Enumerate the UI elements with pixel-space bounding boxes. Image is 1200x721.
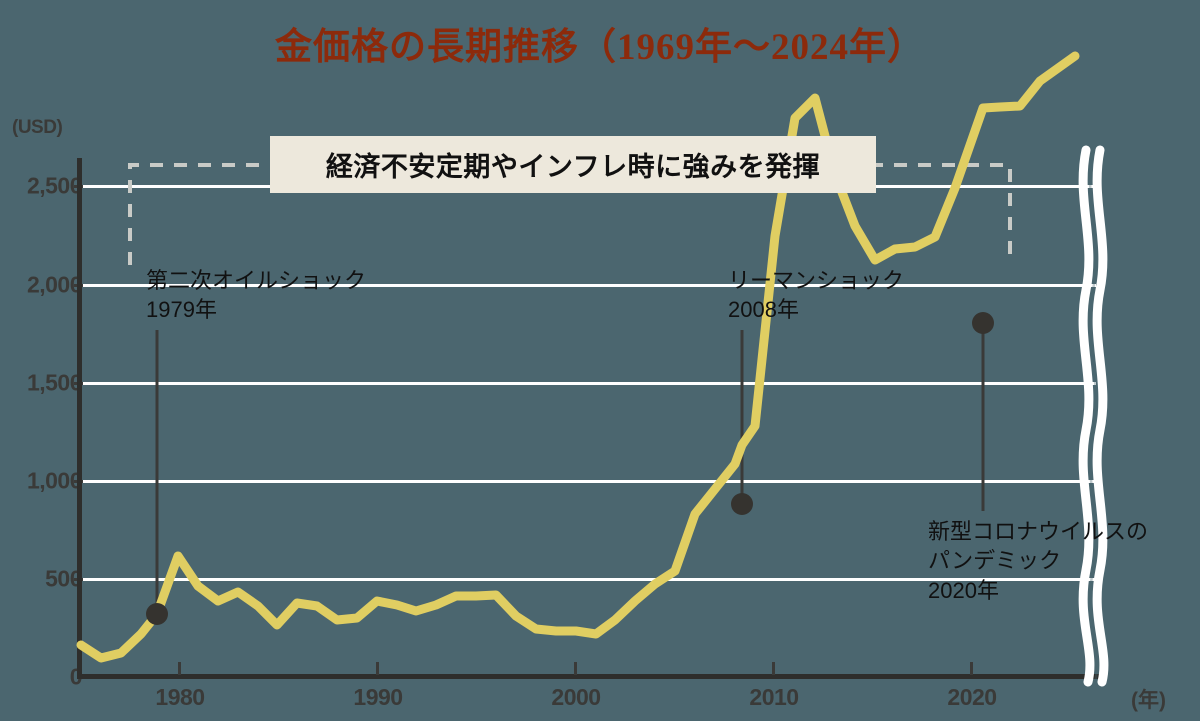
x-tickmark-2020 — [970, 662, 973, 675]
gridline-2000 — [82, 284, 1096, 287]
x-axis-line — [77, 674, 1099, 679]
period-callout-box: 経済不安定期やインフレ時に強みを発揮 — [270, 136, 876, 193]
annotation-covid-line2: パンデミック — [928, 548, 1062, 574]
x-tick-label-1990: 1990 — [353, 684, 403, 710]
x-tickmark-2010 — [772, 662, 775, 675]
x-axis-unit-label: (年) — [1131, 689, 1166, 712]
annotation-lehman-shock-line2: 2008年 — [728, 296, 799, 322]
period-callout-text: 経済不安定期やインフレ時に強みを発揮 — [325, 152, 821, 182]
marker-oil-shock — [146, 603, 168, 625]
annotation-covid-line1: 新型コロナウイルスの — [928, 519, 1149, 544]
y-axis-unit-label: (USD) — [12, 117, 63, 138]
x-tick-label-2020: 2020 — [947, 684, 997, 710]
marker-covid-pandemic — [972, 312, 994, 334]
y-tick-label-2000: 2,000 — [26, 271, 83, 298]
x-tickmark-1990 — [376, 662, 379, 675]
x-tick-label-2000: 2000 — [551, 684, 601, 710]
gridline-1500 — [82, 382, 1096, 385]
x-tickmark-2000 — [574, 662, 577, 675]
axis-break-wavy-band — [1078, 145, 1109, 687]
y-tick-label-1500: 1,500 — [26, 369, 83, 396]
x-tickmark-1980 — [178, 662, 181, 675]
y-axis-line — [77, 158, 82, 678]
annotation-covid-pandemic: 新型コロナウイルスの パンデミック 2020年 — [928, 517, 1148, 605]
y-tick-label-1000: 1,000 — [26, 467, 83, 494]
page-title: 金価格の長期推移（1969年〜2024年） — [275, 27, 925, 68]
y-tick-label-500: 500 — [45, 565, 82, 592]
annotation-oil-shock: 第二次オイルショック 1979年 — [146, 267, 366, 324]
y-tick-label-2500: 2,500 — [26, 172, 83, 199]
marker-lehman-shock — [731, 493, 753, 515]
x-tick-label-1980: 1980 — [155, 684, 205, 710]
gold-price-line — [76, 51, 1080, 663]
gridline-1000 — [82, 480, 1096, 483]
gridline-500 — [82, 578, 1096, 581]
x-tick-label-2010: 2010 — [749, 684, 799, 710]
annotation-lehman-shock-line1: リーマンショック — [728, 268, 905, 293]
annotation-lehman-shock: リーマンショック 2008年 — [728, 267, 904, 324]
annotation-covid-line3: 2020年 — [928, 577, 999, 603]
annotation-oil-shock-line1: 第二次オイルショック — [146, 268, 367, 293]
annotation-oil-shock-line2: 1979年 — [146, 296, 217, 322]
